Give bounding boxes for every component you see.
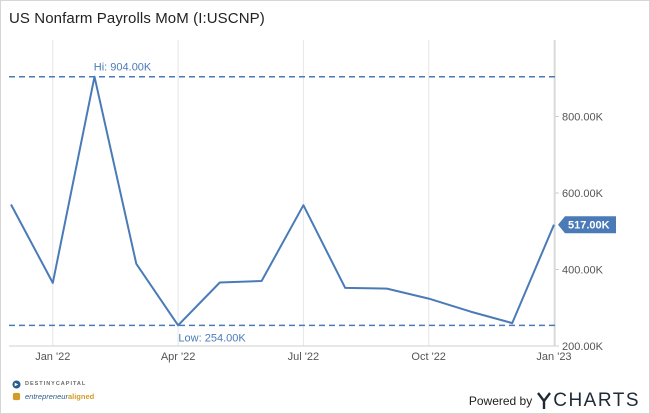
y-tick-label: 800.00K bbox=[562, 112, 604, 124]
powered-by-label: Powered by bbox=[468, 394, 533, 408]
last-value-label: 517.00K bbox=[568, 220, 610, 232]
y-tick-label: 400.00K bbox=[562, 265, 604, 277]
x-tick-label: Jul '22 bbox=[288, 351, 319, 363]
powered-by-ycharts[interactable]: Powered by CHARTS bbox=[469, 390, 640, 412]
high-label: Hi: 904.00K bbox=[94, 62, 152, 74]
brand-logo: DESTINYCAPITAL entrepreneuraligned bbox=[12, 378, 94, 402]
tick-labels: Jan '22 Apr '22 Jul '22 Oct '22 Jan '23200.0… bbox=[35, 112, 603, 364]
destiny-capital-icon bbox=[12, 379, 21, 389]
x-tick-label: Oct '22 bbox=[411, 351, 446, 363]
chart-title: US Nonfarm Payrolls MoM (I:USCNP) bbox=[9, 10, 265, 27]
x-tick-label: Jan '23 bbox=[536, 351, 571, 363]
ycharts-y-icon bbox=[537, 392, 552, 409]
ycharts-logo: CHARTS bbox=[537, 390, 640, 412]
gridlines bbox=[52, 40, 555, 346]
plot-series: 517.00K bbox=[10, 75, 616, 327]
ycharts-wordmark: CHARTS bbox=[553, 390, 640, 411]
entrepreneur-aligned-icon bbox=[12, 392, 21, 400]
reference-lines: Hi: 904.00K Low: 254.00K bbox=[9, 62, 555, 344]
x-tick-label: Apr '22 bbox=[161, 351, 196, 363]
y-tick-label: 200.00K bbox=[562, 341, 604, 353]
brand-name-top: DESTINYCAPITAL bbox=[25, 381, 87, 387]
axis bbox=[9, 40, 559, 347]
last-value-badge bbox=[558, 216, 616, 234]
brand-name-bottom-b: aligned bbox=[67, 391, 95, 401]
brand-name-bottom: entrepreneuraligned bbox=[25, 392, 94, 401]
series-line bbox=[10, 75, 555, 327]
brand-name-bottom-a: entrepreneur bbox=[25, 391, 68, 401]
y-tick-label: 600.00K bbox=[562, 188, 604, 200]
low-label: Low: 254.00K bbox=[178, 332, 246, 344]
x-tick-label: Jan '22 bbox=[35, 351, 70, 363]
